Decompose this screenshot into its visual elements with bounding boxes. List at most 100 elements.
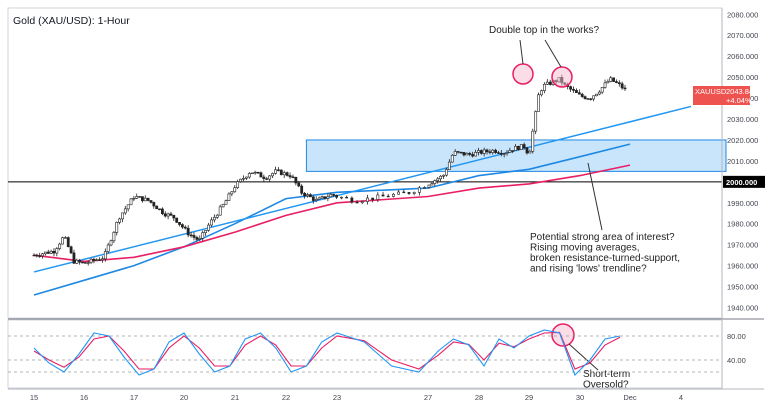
candle — [175, 217, 179, 223]
time-axis[interactable]: 15 16 17 20 21 22 23 27 28 29 30 Dec 4 — [8, 388, 764, 402]
candle — [66, 236, 70, 248]
candle — [115, 221, 119, 236]
candle — [317, 196, 321, 200]
interest-arrow — [587, 162, 603, 231]
candle — [508, 147, 512, 153]
candle — [430, 182, 434, 186]
candle — [575, 88, 578, 93]
symbol-label: XAUUSD — [695, 87, 727, 96]
candle — [152, 201, 156, 209]
candle — [511, 150, 515, 154]
candle — [468, 151, 472, 157]
candle — [569, 85, 573, 92]
oversold-annotation-line: Short-term — [583, 369, 630, 380]
candle — [132, 195, 136, 202]
candle — [118, 217, 122, 225]
oversold-arrow — [568, 343, 599, 371]
candle — [103, 248, 107, 262]
price-axis[interactable]: 2080.0002070.0002060.0002050.0002040.000… — [721, 8, 765, 388]
candle — [141, 196, 144, 203]
double-top-annotation: Double top in the works? — [489, 25, 600, 36]
candle — [236, 179, 240, 190]
change-label: +4.04% — [726, 96, 752, 105]
candle — [274, 166, 277, 175]
moving-average-line — [33, 164, 631, 263]
candle — [256, 171, 260, 175]
candle — [155, 205, 159, 210]
candle — [479, 149, 483, 155]
candle — [268, 175, 272, 182]
time-tick-label: 22 — [282, 393, 290, 402]
candle — [204, 230, 208, 236]
candle — [491, 149, 495, 155]
candle — [221, 203, 225, 208]
interest-annotation-line: Potential strong area of interest? — [530, 232, 675, 243]
interest-annotation-line: broken resistance-turned-support, — [530, 253, 680, 264]
candle — [531, 128, 535, 154]
candle — [276, 167, 280, 172]
candle — [623, 84, 627, 91]
candle — [227, 192, 231, 201]
candle — [482, 147, 486, 157]
area-of-interest-zone — [305, 139, 727, 172]
oscillator-tick-label: 40.00 — [727, 356, 746, 365]
candle — [101, 256, 104, 263]
candle — [112, 230, 116, 244]
price-tag: XAUUSD 2043.845 +4.04% — [693, 86, 757, 105]
price-tick-label: 2080.000 — [727, 10, 758, 19]
candle — [412, 191, 416, 196]
candle — [215, 213, 219, 219]
oscillator-axis[interactable]: 80.00 40.00 — [727, 332, 746, 365]
candle — [61, 236, 64, 245]
candle — [485, 148, 489, 155]
time-tick-label: 27 — [424, 393, 432, 402]
candle — [311, 195, 315, 204]
candle — [158, 208, 161, 211]
candle — [172, 214, 176, 221]
candle — [350, 196, 354, 204]
candle — [519, 144, 523, 150]
candle — [297, 180, 301, 188]
candle — [381, 191, 385, 197]
level-label: 2000.000 — [726, 178, 757, 187]
price-tick-label: 2060.000 — [727, 52, 758, 61]
candle — [595, 93, 598, 97]
candle — [606, 79, 610, 84]
candle — [345, 195, 349, 199]
candle — [78, 258, 82, 265]
oversold-annotation-line: Oversold? — [583, 380, 629, 391]
candle — [121, 212, 124, 223]
candle — [332, 193, 336, 197]
candle — [63, 236, 67, 239]
candle — [207, 222, 210, 232]
candle — [106, 242, 110, 254]
candle — [58, 242, 62, 251]
candle — [445, 167, 448, 177]
last-price-label: 2043.845 — [726, 87, 757, 96]
candle — [465, 152, 469, 156]
price-tick-label: 1940.000 — [727, 304, 758, 313]
candle — [239, 178, 242, 183]
candle — [129, 197, 133, 206]
time-tick-label: 28 — [475, 393, 483, 402]
candle — [178, 222, 181, 227]
price-tick-label: 2070.000 — [727, 31, 758, 40]
candle — [522, 142, 526, 150]
candle — [397, 189, 401, 195]
candle — [477, 147, 480, 156]
candle — [402, 189, 406, 194]
candle — [502, 152, 506, 158]
candle — [335, 194, 338, 199]
candle — [453, 149, 457, 156]
candle — [75, 258, 79, 265]
candle — [242, 175, 245, 182]
candle — [166, 212, 170, 220]
time-tick-label: 20 — [180, 393, 188, 402]
double-top-arrow-right — [544, 39, 562, 68]
price-tick-label: 1980.000 — [727, 220, 758, 229]
candle — [279, 169, 283, 176]
candle — [189, 231, 193, 238]
candle — [95, 258, 99, 262]
